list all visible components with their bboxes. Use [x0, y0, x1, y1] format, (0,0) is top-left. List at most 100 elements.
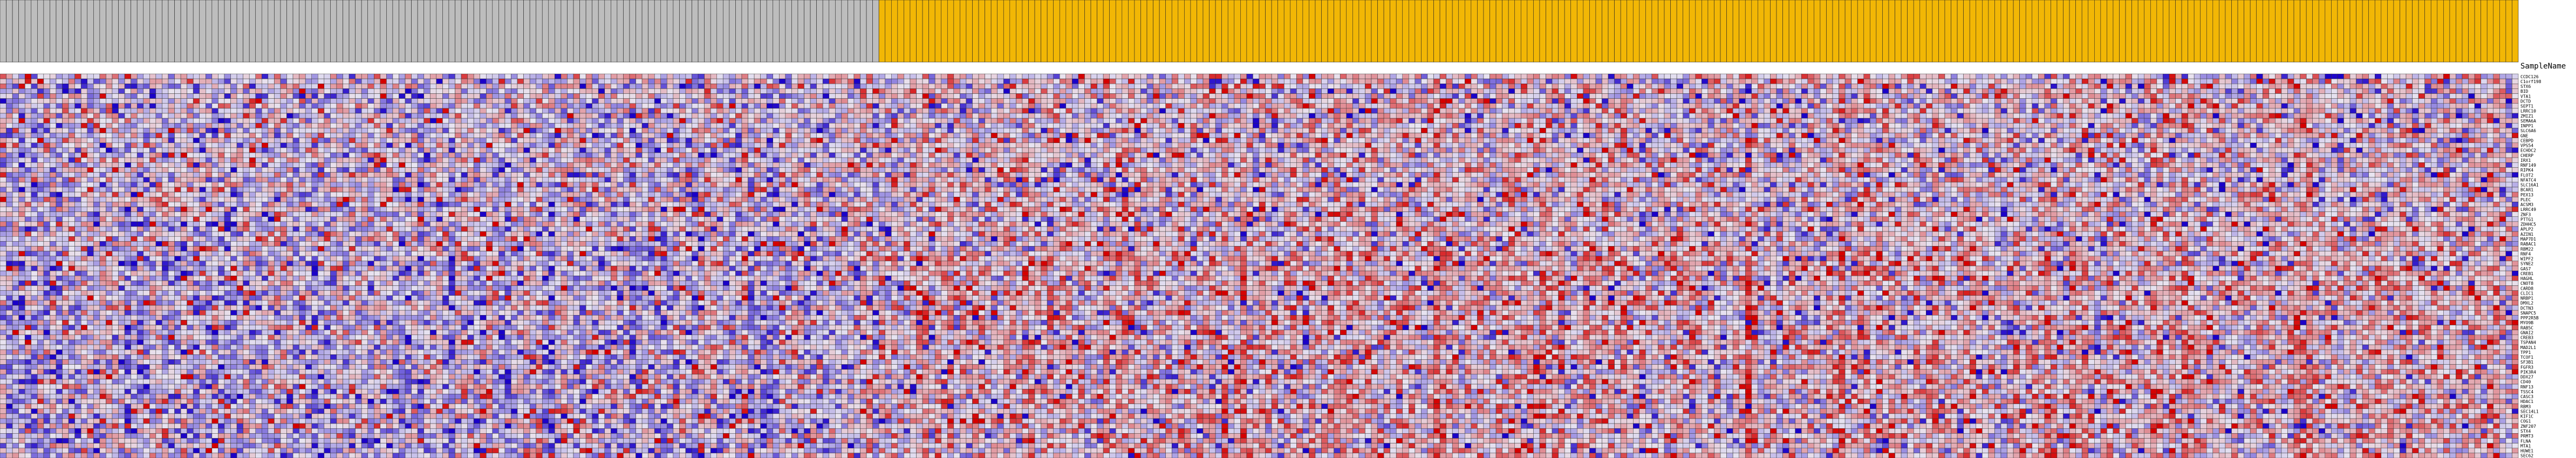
- heatmap-cell: [904, 78, 911, 84]
- heatmap-cell: [760, 84, 767, 89]
- heatmap-cell: [641, 123, 648, 128]
- heatmap-cell: [1246, 93, 1253, 99]
- heatmap-cell: [2032, 118, 2039, 124]
- heatmap-cell: [1664, 108, 1671, 114]
- heatmap-cell: [2237, 93, 2244, 99]
- heatmap-cell: [1689, 118, 1696, 124]
- sample-header-cell: [199, 0, 206, 63]
- heatmap-cell: [349, 108, 356, 114]
- sample-header-cell: [972, 0, 979, 63]
- heatmap-cell: [2237, 113, 2244, 119]
- heatmap-cell: [2393, 84, 2400, 89]
- heatmap-cell: [1664, 93, 1671, 99]
- heatmap-cell: [74, 113, 81, 119]
- heatmap-cell: [785, 108, 792, 114]
- heatmap-cell: [124, 73, 131, 79]
- heatmap-cell: [380, 128, 387, 133]
- heatmap-cell: [2393, 108, 2400, 114]
- heatmap-cell: [1159, 118, 1166, 124]
- heatmap-cell: [99, 78, 106, 84]
- heatmap-cell: [56, 73, 63, 79]
- heatmap-cell: [2319, 93, 2326, 99]
- heatmap-cell: [1477, 78, 1484, 84]
- heatmap-cell: [1053, 78, 1060, 84]
- heatmap-cell: [230, 103, 237, 109]
- heatmap-cell: [2375, 113, 2382, 119]
- heatmap-cell: [2306, 78, 2313, 84]
- heatmap-cell: [1957, 73, 1964, 79]
- heatmap-cell: [679, 73, 686, 79]
- heatmap-cell: [1495, 78, 1502, 84]
- heatmap-cell: [592, 103, 599, 109]
- heatmap-cell: [1415, 108, 1422, 114]
- heatmap-cell: [1577, 78, 1584, 84]
- heatmap-cell: [1595, 108, 1602, 114]
- heatmap-cell: [1016, 73, 1023, 79]
- heatmap-cell: [835, 88, 842, 94]
- heatmap-cell: [292, 118, 299, 124]
- heatmap-cell: [592, 123, 599, 128]
- sample-header-cell: [623, 0, 630, 63]
- sample-header-cell: [1159, 0, 1166, 63]
- heatmap-cell: [1053, 118, 1060, 124]
- heatmap-cell: [2013, 123, 2020, 128]
- heatmap-cell: [448, 128, 455, 133]
- heatmap-cell: [953, 108, 960, 114]
- heatmap-cell: [1078, 78, 1085, 84]
- heatmap-cell: [1633, 113, 1640, 119]
- heatmap-cell: [268, 84, 275, 89]
- heatmap-cell: [1558, 88, 1565, 94]
- heatmap-cell: [1315, 84, 1322, 89]
- heatmap-cell: [866, 93, 873, 99]
- heatmap-cell: [118, 84, 125, 89]
- heatmap-cell: [255, 84, 262, 89]
- heatmap-cell: [1776, 73, 1783, 79]
- heatmap-cell: [1758, 78, 1765, 84]
- heatmap-cell: [1552, 123, 1559, 128]
- heatmap-cell: [1882, 93, 1889, 99]
- sample-header-cell: [224, 0, 231, 63]
- heatmap-cell: [1502, 118, 1509, 124]
- heatmap-cell: [511, 103, 518, 109]
- heatmap-cell: [904, 128, 911, 133]
- sample-header-cell: [2007, 0, 2014, 63]
- heatmap-cell: [280, 84, 287, 89]
- heatmap-cell: [891, 73, 898, 79]
- heatmap-cell: [2219, 84, 2226, 89]
- heatmap-cell: [660, 84, 667, 89]
- heatmap-cell: [985, 108, 992, 114]
- heatmap-cell: [2069, 78, 2076, 84]
- heatmap-cell: [822, 84, 829, 89]
- heatmap-cell: [561, 84, 568, 89]
- sample-header-cell: [1334, 0, 1341, 63]
- heatmap-cell: [174, 84, 181, 89]
- heatmap-cell: [511, 108, 518, 114]
- heatmap-cell: [2481, 103, 2488, 109]
- heatmap-cell: [1159, 93, 1166, 99]
- heatmap-cell: [1620, 78, 1627, 84]
- sample-header-cell: [2069, 0, 2076, 63]
- heatmap-cell: [1870, 118, 1877, 124]
- heatmap-cell: [641, 78, 648, 84]
- heatmap-cell: [31, 88, 38, 94]
- heatmap-cell: [1695, 118, 1702, 124]
- heatmap-cell: [280, 78, 287, 84]
- heatmap-cell: [392, 84, 399, 89]
- heatmap-cell: [2069, 73, 2076, 79]
- heatmap-cell: [1739, 118, 1746, 124]
- heatmap-cell: [1901, 84, 1908, 89]
- heatmap-cell: [2306, 84, 2313, 89]
- heatmap-cell: [1814, 123, 1821, 128]
- heatmap-cell: [648, 128, 655, 133]
- sample-header-cell: [1926, 0, 1933, 63]
- heatmap-cell: [822, 93, 829, 99]
- heatmap-cell: [2393, 78, 2400, 84]
- heatmap-cell: [1702, 98, 1709, 104]
- heatmap-cell: [1820, 84, 1827, 89]
- heatmap-cell: [766, 128, 773, 133]
- heatmap-cell: [1240, 98, 1247, 104]
- heatmap-cell: [922, 73, 929, 79]
- heatmap-cell: [180, 98, 187, 104]
- heatmap-cell: [2119, 88, 2126, 94]
- heatmap-cell: [1633, 84, 1640, 89]
